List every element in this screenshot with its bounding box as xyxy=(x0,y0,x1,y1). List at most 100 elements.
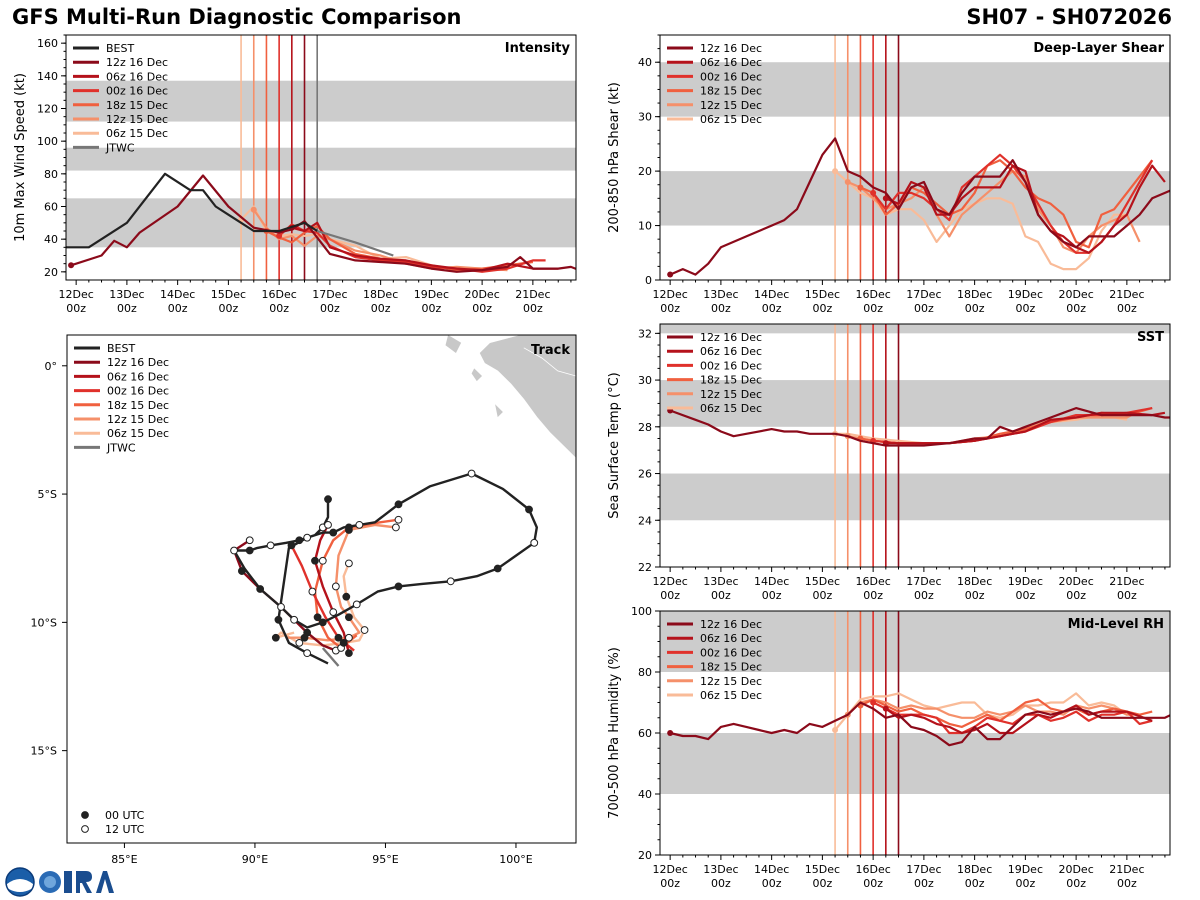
shear-xtick-sublabel: 00z xyxy=(762,302,782,315)
sst-ytick-label: 28 xyxy=(638,421,652,434)
marker-legend-label: 00 UTC xyxy=(105,809,145,822)
intensity-xtick-sublabel: 00z xyxy=(218,302,238,315)
track-marker-12utc xyxy=(277,603,285,611)
sst-xtick-sublabel: 00z xyxy=(965,589,985,602)
intensity-init-marker xyxy=(276,232,283,239)
intensity-xtick-sublabel: 00z xyxy=(371,302,391,315)
sst-series-06z-16-dec xyxy=(885,411,1166,445)
track-marker-12utc xyxy=(308,587,317,596)
sst-ytick-label: 32 xyxy=(638,327,652,340)
track-marker-12utc xyxy=(295,638,304,647)
track-legend-label: 18z 15 Dec xyxy=(107,399,169,412)
landmass-island xyxy=(495,404,503,418)
sst-band xyxy=(660,473,1170,521)
rh-ytick-label: 20 xyxy=(638,849,652,862)
intensity-legend-label: 18z 15 Dec xyxy=(106,99,168,112)
rh-xtick-sublabel: 00z xyxy=(660,877,680,890)
rh-xtick-label: 21Dec xyxy=(1109,863,1144,876)
rh-plot-area xyxy=(660,611,1170,855)
intensity-ytick-label: 100 xyxy=(37,135,58,148)
storm-identifier: SH07 - SH072026 xyxy=(966,5,1172,29)
rh-legend-label: 06z 16 Dec xyxy=(700,632,762,645)
sst-series-12z-16-dec xyxy=(669,407,1170,447)
track-marker-00utc xyxy=(334,633,343,642)
shear-band xyxy=(660,62,1170,117)
intensity-ytick-label: 120 xyxy=(37,103,58,116)
intensity-legend-label: 12z 16 Dec xyxy=(106,56,168,69)
track-marker-00utc xyxy=(245,546,254,555)
sst-xtick-label: 20Dec xyxy=(1058,575,1093,588)
sst-legend-label: 00z 16 Dec xyxy=(700,359,762,372)
sst-xtick-sublabel: 00z xyxy=(1015,589,1035,602)
track-marker-12utc xyxy=(394,515,403,524)
shear-xtick-sublabel: 00z xyxy=(863,302,883,315)
sst-xtick-sublabel: 00z xyxy=(863,589,883,602)
shear-ylabel: 200-850 hPa Shear (kt) xyxy=(607,82,622,233)
track-legend-label: 12z 15 Dec xyxy=(107,413,169,426)
rh-series-12z-15-dec xyxy=(847,698,1140,719)
intensity-xtick-sublabel: 00z xyxy=(66,302,86,315)
intensity-legend-label: BEST xyxy=(106,42,134,55)
shear-xtick-sublabel: 00z xyxy=(1117,302,1137,315)
sst-legend-label: 12z 15 Dec xyxy=(700,388,762,401)
rh-init-marker xyxy=(870,699,877,706)
track-marker-12utc xyxy=(355,520,364,529)
track-marker-12utc xyxy=(331,582,340,591)
shear-xtick-sublabel: 00z xyxy=(812,302,832,315)
shear-init-marker xyxy=(667,271,674,278)
sst-xtick-label: 18Dec xyxy=(957,575,992,588)
intensity-series-12z-16-dec xyxy=(70,174,576,273)
rh-xtick-label: 18Dec xyxy=(957,863,992,876)
sst-legend-label: 12z 16 Dec xyxy=(700,331,762,344)
sst-xtick-sublabel: 00z xyxy=(1066,589,1086,602)
rh-title: Mid-Level RH xyxy=(1068,617,1164,632)
rh-ytick-label: 80 xyxy=(638,666,652,679)
track-marker-12utc xyxy=(266,541,275,550)
rh-xtick-sublabel: 00z xyxy=(711,877,731,890)
sst-band xyxy=(660,324,1170,334)
sst-xtick-label: 12Dec xyxy=(653,575,688,588)
intensity-xtick-sublabel: 00z xyxy=(421,302,441,315)
shear-legend-label: 12z 15 Dec xyxy=(700,99,762,112)
intensity-xtick-label: 19Dec xyxy=(414,288,449,301)
sst-xtick-sublabel: 00z xyxy=(711,589,731,602)
rh-init-marker xyxy=(882,705,889,712)
intensity-legend-label: 12z 15 Dec xyxy=(106,113,168,126)
sst-xtick-label: 16Dec xyxy=(855,575,890,588)
track-marker-12utc xyxy=(446,577,455,586)
shear-init-marker xyxy=(844,179,851,185)
shear-title: Deep-Layer Shear xyxy=(1033,41,1164,56)
track-marker-00utc xyxy=(318,618,327,627)
intensity-legend-label: 00z 16 Dec xyxy=(106,85,168,98)
intensity-xtick-label: 13Dec xyxy=(109,288,144,301)
shear-ytick-label: 40 xyxy=(638,56,652,69)
shear-xtick-sublabel: 00z xyxy=(1015,302,1035,315)
track-marker-00utc xyxy=(300,633,309,642)
marker-legend-12utc xyxy=(81,825,89,833)
track-marker-12utc xyxy=(467,469,476,478)
track-marker-12utc xyxy=(230,546,238,555)
track-marker-00utc xyxy=(237,567,246,575)
track-ytick-label: 15°S xyxy=(31,745,57,758)
shear-xtick-label: 12Dec xyxy=(653,288,688,301)
shear-init-marker xyxy=(857,184,864,191)
intensity-title: Intensity xyxy=(505,41,571,56)
sst-xtick-label: 13Dec xyxy=(703,575,738,588)
track-marker-00utc xyxy=(345,613,353,622)
track-12z-15-dec xyxy=(286,523,397,642)
sst-xtick-label: 14Dec xyxy=(754,575,789,588)
shear-init-marker xyxy=(870,189,877,196)
rh-xtick-label: 14Dec xyxy=(754,863,789,876)
intensity-init-marker xyxy=(250,206,257,213)
track-marker-12utc xyxy=(318,556,327,565)
track-xtick-label: 95°E xyxy=(372,853,398,866)
intensity-xtick-label: 16Dec xyxy=(261,288,296,301)
rh-xtick-label: 19Dec xyxy=(1008,863,1043,876)
rh-xtick-sublabel: 00z xyxy=(863,877,883,890)
shear-series-12z-16-dec xyxy=(669,137,1170,276)
sst-ytick-label: 22 xyxy=(638,561,652,574)
